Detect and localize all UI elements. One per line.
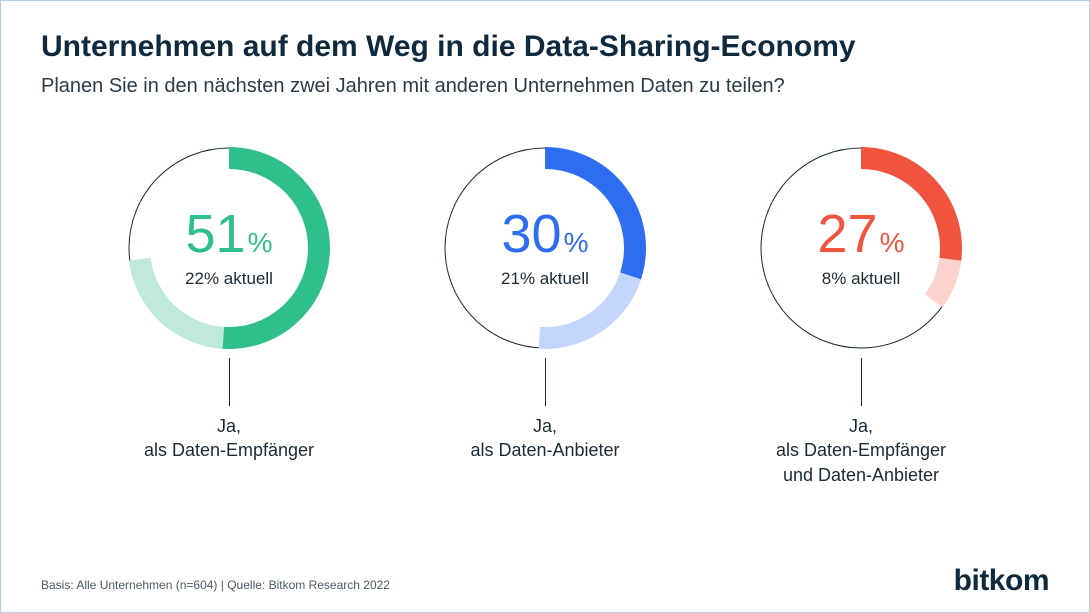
donut-chart-2: 27% 8% aktuell Ja, als Daten-Empfänger u… xyxy=(711,138,1011,487)
donut-category-label: Ja, als Daten-Empfänger xyxy=(144,414,314,463)
donut-wrap: 30% 21% aktuell xyxy=(435,138,655,358)
bitkom-logo: bitkom xyxy=(954,564,1049,598)
infographic-frame: Unternehmen auf dem Weg in die Data-Shar… xyxy=(0,0,1090,613)
donut-wrap: 51% 22% aktuell xyxy=(119,138,339,358)
connector-line xyxy=(229,358,230,406)
donut-svg-2 xyxy=(751,138,971,358)
donut-svg-0 xyxy=(119,138,339,358)
donut-svg-1 xyxy=(435,138,655,358)
footer-note: Basis: Alle Unternehmen (n=604) | Quelle… xyxy=(41,578,390,592)
page-subtitle: Planen Sie in den nächsten zwei Jahren m… xyxy=(41,75,1049,98)
connector-line xyxy=(545,358,546,406)
page-title: Unternehmen auf dem Weg in die Data-Shar… xyxy=(41,29,1049,65)
donut-wrap: 27% 8% aktuell xyxy=(751,138,971,358)
donut-category-label: Ja, als Daten-Anbieter xyxy=(470,414,619,463)
logo-text: bitkom xyxy=(954,564,1049,597)
charts-row: 51% 22% aktuell Ja, als Daten-Empfänger … xyxy=(41,138,1049,487)
donut-chart-0: 51% 22% aktuell Ja, als Daten-Empfänger xyxy=(79,138,379,463)
connector-line xyxy=(861,358,862,406)
donut-category-label: Ja, als Daten-Empfänger und Daten-Anbiet… xyxy=(776,414,946,487)
donut-chart-1: 30% 21% aktuell Ja, als Daten-Anbieter xyxy=(395,138,695,463)
